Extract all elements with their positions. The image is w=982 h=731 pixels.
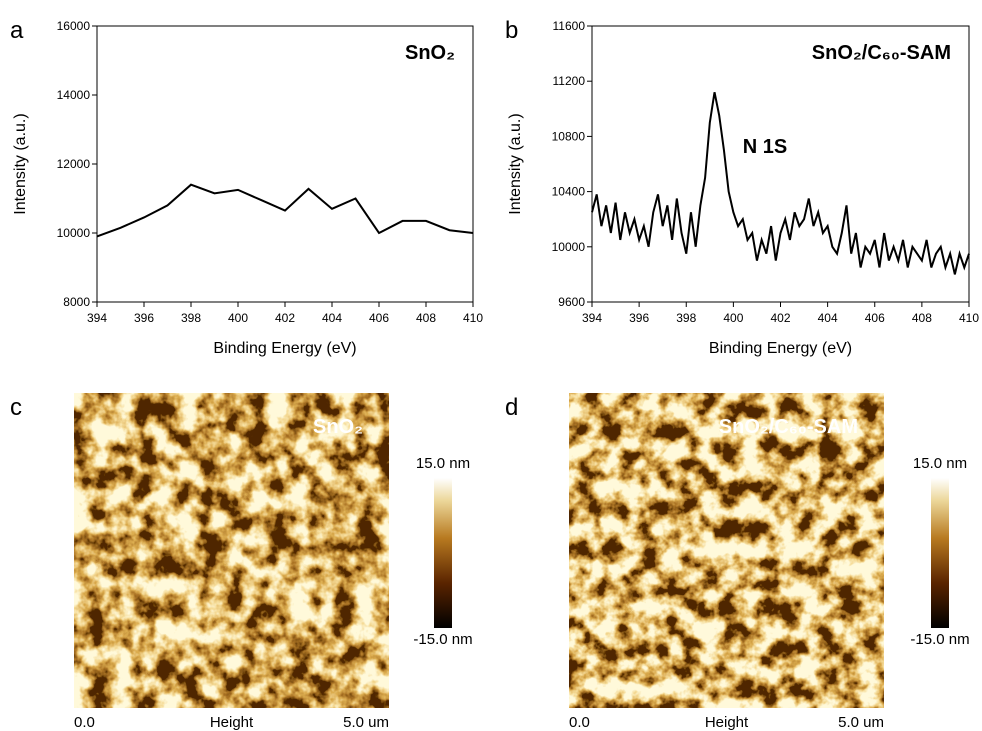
x-tick-label: 398 [676, 311, 696, 325]
scale-max: 15.0 nm [913, 455, 967, 472]
y-axis-label: Intensity (a.u.) [507, 113, 524, 214]
x-tick-label: 396 [629, 311, 649, 325]
x-tick-label: 406 [369, 311, 389, 325]
scale-max: 15.0 nm [416, 455, 470, 472]
y-tick-label: 11200 [553, 74, 586, 88]
x-start: 0.0 [569, 714, 590, 731]
x-tick-label: 402 [770, 311, 790, 325]
y-tick-label: 9600 [558, 295, 585, 309]
y-tick-label: 12000 [57, 157, 91, 171]
x-tick-label: 408 [416, 311, 436, 325]
y-tick-label: 14000 [57, 88, 91, 102]
data-line [591, 92, 970, 275]
panel-label: b [505, 17, 518, 44]
x-tick-label: 400 [723, 311, 743, 325]
x-tick-label: 404 [322, 311, 342, 325]
x-tick-label: 410 [463, 311, 483, 325]
color-bar [931, 478, 949, 628]
x-tick-label: 400 [228, 311, 248, 325]
scale-min: -15.0 nm [413, 631, 472, 648]
x-tick-label: 410 [959, 311, 979, 325]
x-tick-label: 404 [818, 311, 838, 325]
x-end: 5.0 um [343, 714, 389, 731]
y-tick-label: 10000 [57, 226, 91, 240]
x-tick-label: 408 [912, 311, 932, 325]
x-tick-label: 402 [275, 311, 295, 325]
data-line [96, 183, 474, 238]
panel-label: a [10, 17, 24, 44]
x-tick-label: 394 [582, 311, 602, 325]
chart-title: SnO₂ [405, 42, 455, 64]
x-tick-label: 398 [181, 311, 201, 325]
y-tick-label: 10400 [552, 185, 586, 199]
panel-label: d [505, 394, 518, 421]
x-end: 5.0 um [838, 714, 884, 731]
plot-frame [96, 25, 474, 303]
x-start: 0.0 [74, 714, 95, 731]
x-tick-label: 396 [134, 311, 154, 325]
panel-label: c [10, 394, 22, 421]
y-tick-label: 11600 [553, 19, 586, 33]
scale-min: -15.0 nm [910, 631, 969, 648]
y-tick-label: 10000 [552, 240, 586, 254]
plot-frame [591, 25, 970, 303]
x-axis-label: Binding Energy (eV) [709, 340, 852, 357]
color-bar [434, 478, 452, 628]
image-label: SnO₂ [313, 416, 363, 438]
x-tick-label: 406 [865, 311, 885, 325]
y-tick-label: 10800 [552, 129, 586, 143]
x-tick-label: 394 [87, 311, 107, 325]
annotation: N 1S [743, 136, 787, 158]
chart-title: SnO₂/C₆₀-SAM [812, 42, 951, 64]
image-label: SnO₂/C₆₀-SAM [719, 416, 858, 438]
x-label: Height [210, 714, 254, 731]
y-tick-label: 16000 [57, 19, 91, 33]
x-axis-label: Binding Energy (eV) [213, 340, 356, 357]
x-label: Height [705, 714, 749, 731]
afm-image [569, 393, 884, 708]
afm-image [74, 393, 389, 708]
y-axis-label: Intensity (a.u.) [12, 113, 29, 214]
y-tick-label: 8000 [63, 295, 90, 309]
